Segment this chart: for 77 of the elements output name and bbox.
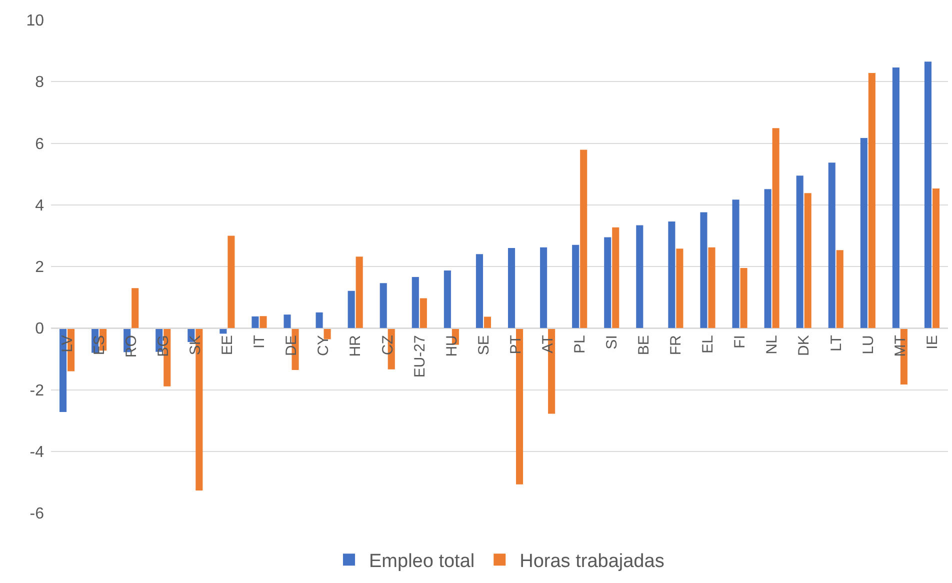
x-tick-label: SI (604, 335, 621, 350)
x-tick-label: PL (571, 335, 588, 354)
x-tick-label: HU (443, 335, 460, 357)
bar (348, 290, 355, 328)
x-tick-label: DE (283, 335, 300, 356)
x-tick-label: DK (796, 335, 813, 356)
bar (924, 62, 932, 328)
x-tick-label: BE (636, 335, 653, 356)
x-tick-label: LU (860, 335, 877, 354)
x-tick-label: AT (539, 335, 556, 354)
bar (636, 225, 644, 328)
x-tick-label: CZ (379, 335, 396, 356)
x-tick-label: SE (475, 335, 492, 356)
x-tick-label: CY (315, 335, 332, 356)
bar (260, 316, 267, 328)
bar (772, 128, 780, 328)
x-tick-label: NL (764, 335, 781, 354)
x-tick-label: IE (924, 335, 941, 350)
bar (476, 254, 483, 328)
bar (732, 200, 740, 328)
x-tick-label: EL (700, 335, 717, 354)
bar (764, 189, 772, 328)
legend-label: Empleo total (369, 551, 475, 572)
bar (380, 283, 387, 328)
bar (828, 162, 836, 328)
bar (540, 247, 548, 328)
y-tick-label: -6 (30, 506, 44, 523)
bar (356, 256, 363, 328)
bar (572, 244, 580, 328)
bar (668, 222, 676, 328)
bar (700, 212, 708, 328)
bar (444, 270, 451, 328)
bar (612, 227, 620, 328)
x-tick-label: FI (732, 335, 749, 348)
bar (860, 138, 868, 328)
x-tick-label: MT (892, 335, 909, 357)
bar (420, 298, 427, 328)
x-tick-label: BG (155, 335, 172, 357)
bar (412, 276, 419, 328)
y-tick-label: 8 (35, 74, 44, 92)
x-tick-label: ES (90, 335, 108, 356)
bar (604, 237, 612, 328)
x-tick-label: RO (122, 335, 140, 358)
x-tick-label: HR (347, 334, 364, 357)
x-tick-label: PT (507, 335, 524, 354)
y-tick-label: 0 (35, 320, 44, 338)
bar (228, 236, 235, 328)
bar (932, 188, 940, 328)
y-tick-label: 6 (35, 136, 44, 153)
x-tick-label: FR (668, 334, 685, 356)
bar (132, 288, 139, 328)
y-tick-label: -4 (30, 444, 44, 461)
x-tick-label: EE (219, 335, 236, 356)
bar (708, 247, 716, 328)
x-tick-label: EU-27 (411, 335, 428, 378)
bar (796, 176, 804, 328)
x-tick-label: SK (187, 335, 204, 356)
y-tick-label: 10 (26, 12, 44, 30)
bar (836, 250, 844, 328)
bar (740, 268, 748, 328)
bar (868, 73, 876, 328)
bar (252, 316, 259, 328)
x-tick-label: IT (251, 335, 268, 348)
bar (284, 314, 291, 328)
x-tick-label: LV (58, 335, 76, 352)
x-tick-label: LT (828, 335, 845, 352)
bar (484, 316, 492, 328)
bar (892, 67, 900, 328)
bar (804, 193, 812, 328)
bar (676, 248, 684, 328)
bar (316, 312, 323, 328)
bar (508, 248, 516, 328)
bar (580, 150, 588, 328)
legend-label: Horas trabajadas (520, 551, 664, 572)
y-tick-label: 2 (35, 259, 44, 276)
y-tick-label: 4 (35, 197, 44, 214)
y-tick-label: -2 (30, 382, 44, 400)
